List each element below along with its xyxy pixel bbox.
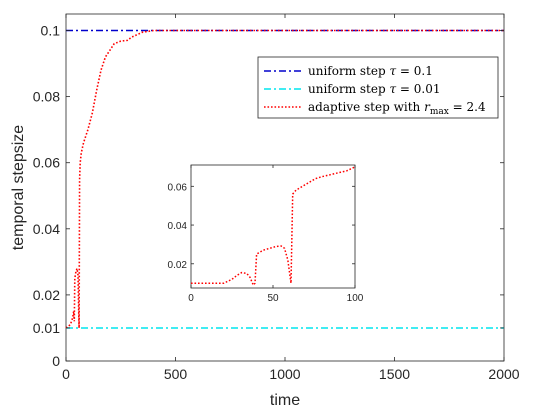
x-tick-label: 1000 — [269, 366, 300, 382]
legend: uniform step τ = 0.1 uniform step τ = 0.0… — [257, 56, 499, 119]
y-tick-label: 0.01 — [33, 320, 60, 336]
y-tick-label: 0.1 — [41, 23, 61, 39]
y-tick-label: 0.02 — [33, 287, 60, 303]
inset-chart: 0 50 100 0.02 0.04 0.06 — [168, 164, 364, 304]
inset-y-tick-label: 0.02 — [168, 260, 188, 271]
x-axis-label: time — [270, 392, 300, 409]
legend-label-2: uniform step τ = 0.01 — [308, 82, 441, 96]
inset-y-tick-label: 0.04 — [168, 221, 188, 232]
x-tick-label: 2000 — [488, 366, 519, 382]
y-tick-label: 0.06 — [33, 155, 60, 171]
x-tick-label: 0 — [62, 366, 70, 382]
inset-x-tick-label: 100 — [347, 293, 364, 304]
y-tick-label: 0.04 — [33, 221, 60, 237]
series-line-3 — [65, 29, 504, 329]
inset-frame — [190, 164, 356, 289]
y-axis-label: temporal stepsize — [10, 125, 27, 250]
x-tick-label: 500 — [164, 366, 188, 382]
legend-label-1: uniform step τ = 0.1 — [308, 64, 433, 78]
y-tick-label: 0 — [52, 353, 60, 369]
legend-box — [257, 56, 499, 119]
inset-x-tick-label: 50 — [267, 293, 279, 304]
x-tick-label: 1500 — [379, 366, 410, 382]
inset-x-tick-label: 0 — [188, 293, 194, 304]
legend-label-3: adaptive step with rmax = 2.4 — [308, 100, 486, 117]
y-tick-label: 0.08 — [33, 89, 60, 105]
inset-series-line-1 — [191, 166, 356, 287]
inset-y-tick-label: 0.06 — [168, 182, 188, 193]
